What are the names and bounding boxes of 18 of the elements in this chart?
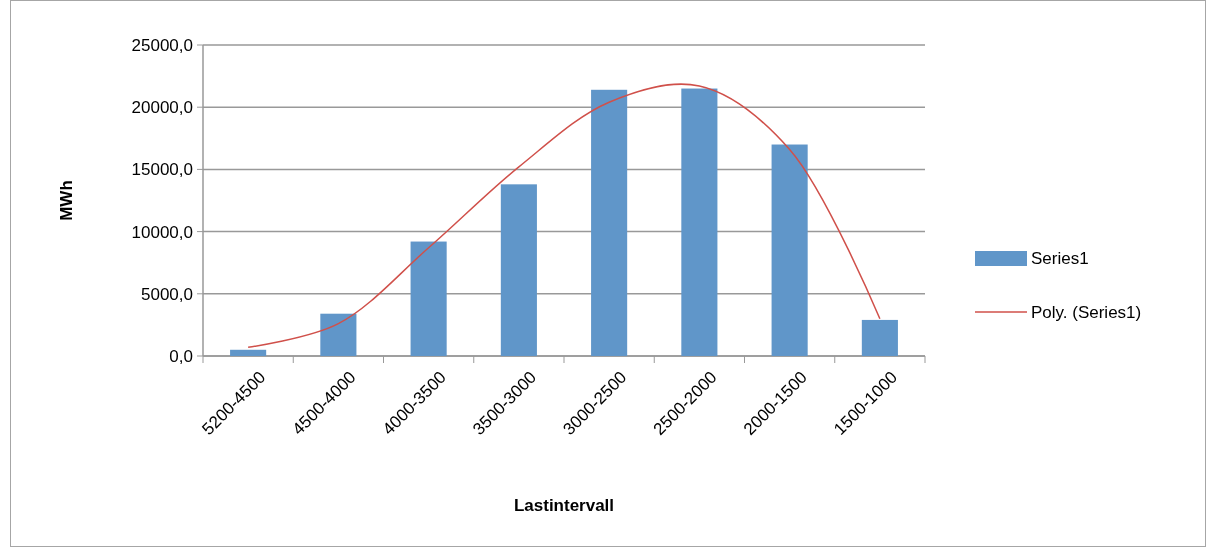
bar bbox=[410, 241, 447, 356]
bar bbox=[681, 88, 718, 356]
legend-label: Poly. (Series1) bbox=[1031, 302, 1142, 322]
bar bbox=[771, 144, 808, 356]
x-axis-title: Lastintervall bbox=[513, 496, 615, 515]
y-tick-label: 5000,0 bbox=[141, 284, 193, 304]
y-tick-label: 15000,0 bbox=[131, 160, 193, 180]
y-axis-title: MWh bbox=[57, 180, 76, 221]
y-tick-label: 20000,0 bbox=[131, 98, 193, 118]
y-tick-label: 10000,0 bbox=[131, 222, 193, 242]
bar bbox=[230, 349, 267, 356]
bar bbox=[861, 319, 898, 356]
bar bbox=[591, 89, 628, 356]
bar bbox=[320, 313, 357, 356]
bar bbox=[500, 184, 537, 356]
y-tick-label: 25000,0 bbox=[131, 35, 193, 55]
y-tick-label: 0,0 bbox=[169, 346, 193, 366]
legend-label: Series1 bbox=[1031, 248, 1089, 268]
